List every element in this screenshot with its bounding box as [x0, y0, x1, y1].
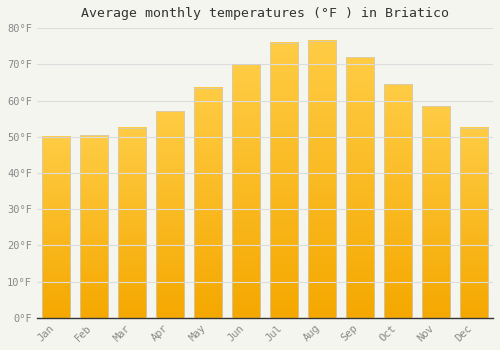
Bar — [346, 57, 374, 318]
Bar — [42, 137, 70, 318]
Bar — [232, 64, 260, 318]
Title: Average monthly temperatures (°F ) in Briatico: Average monthly temperatures (°F ) in Br… — [81, 7, 449, 20]
Bar — [118, 128, 146, 318]
Bar — [308, 41, 336, 318]
Bar — [422, 106, 450, 318]
Bar — [194, 88, 222, 318]
Bar — [80, 135, 108, 318]
Bar — [156, 111, 184, 318]
Bar — [270, 43, 298, 318]
Bar — [460, 128, 488, 318]
Bar — [384, 84, 412, 318]
